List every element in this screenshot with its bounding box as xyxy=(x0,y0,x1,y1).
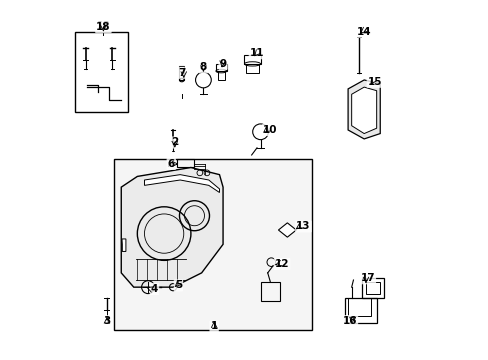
Text: 1: 1 xyxy=(210,321,217,332)
Bar xyxy=(75,32,128,112)
PathPatch shape xyxy=(122,239,125,251)
Bar xyxy=(216,64,226,71)
Bar xyxy=(344,298,376,323)
Text: 11: 11 xyxy=(249,48,264,58)
Bar xyxy=(176,158,194,167)
Bar xyxy=(365,282,380,294)
Text: 10: 10 xyxy=(263,125,277,135)
Text: 12: 12 xyxy=(274,259,289,269)
Text: 5: 5 xyxy=(174,280,182,291)
Bar xyxy=(246,64,258,73)
Bar xyxy=(260,282,280,301)
Text: 3: 3 xyxy=(103,316,110,326)
Text: 2: 2 xyxy=(171,138,178,148)
Text: 9: 9 xyxy=(219,59,226,69)
Bar xyxy=(244,55,260,64)
PathPatch shape xyxy=(278,223,296,237)
PathPatch shape xyxy=(347,80,380,139)
Bar xyxy=(179,66,184,80)
Text: 7: 7 xyxy=(178,68,185,78)
Text: 13: 13 xyxy=(296,221,310,231)
PathPatch shape xyxy=(144,175,219,193)
Bar xyxy=(217,71,224,80)
Text: 18: 18 xyxy=(97,21,110,31)
Bar xyxy=(114,158,312,330)
Bar xyxy=(362,278,383,298)
Text: 17: 17 xyxy=(360,273,374,283)
Text: 15: 15 xyxy=(367,77,381,87)
Text: 8: 8 xyxy=(200,63,206,72)
PathPatch shape xyxy=(351,87,376,134)
Text: 18: 18 xyxy=(96,22,110,32)
PathPatch shape xyxy=(121,167,223,287)
Text: 16: 16 xyxy=(342,316,356,326)
Text: 6: 6 xyxy=(167,159,175,169)
Bar xyxy=(347,298,370,316)
Text: 14: 14 xyxy=(356,27,371,37)
Text: 4: 4 xyxy=(150,284,158,294)
